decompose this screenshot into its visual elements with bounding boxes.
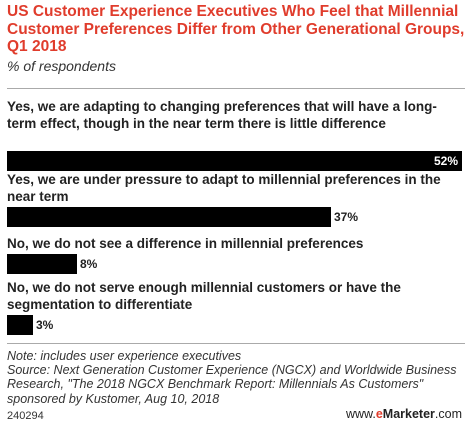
bar-value-label: 3% bbox=[36, 318, 54, 332]
bar-label: No, we do not see a difference in millen… bbox=[7, 236, 364, 251]
bar-value-label: 8% bbox=[80, 257, 98, 271]
brand-prefix: www. bbox=[345, 407, 376, 421]
bar bbox=[7, 207, 331, 227]
bar bbox=[7, 254, 77, 274]
chart-id: 240294 bbox=[7, 410, 44, 422]
brand-e: e bbox=[375, 407, 383, 421]
chart-subtitle: % of respondents bbox=[7, 58, 116, 74]
bar-label: No, we do not serve enough millennial cu… bbox=[7, 280, 401, 312]
emarketer-logo[interactable]: www.eMarketer.com bbox=[346, 407, 462, 422]
chart-title: US Customer Experience Executives Who Fe… bbox=[7, 3, 465, 55]
bar bbox=[7, 151, 462, 171]
bar bbox=[7, 315, 33, 335]
brand-suffix: .com bbox=[434, 407, 462, 421]
bottom-divider bbox=[7, 343, 465, 344]
source-text: Source: Next Generation Customer Experie… bbox=[7, 363, 457, 406]
note-text: Note: includes user experience executive… bbox=[7, 349, 242, 363]
chart-footnote: Note: includes user experience executive… bbox=[7, 349, 465, 406]
bar-value-label: 52% bbox=[433, 154, 458, 168]
bar-label: Yes, we are adapting to changing prefere… bbox=[7, 99, 437, 131]
top-divider bbox=[7, 88, 465, 89]
brand-name: Marketer bbox=[382, 407, 435, 421]
bar-label: Yes, we are under pressure to adapt to m… bbox=[7, 172, 441, 204]
bar-value-label: 37% bbox=[334, 210, 359, 224]
